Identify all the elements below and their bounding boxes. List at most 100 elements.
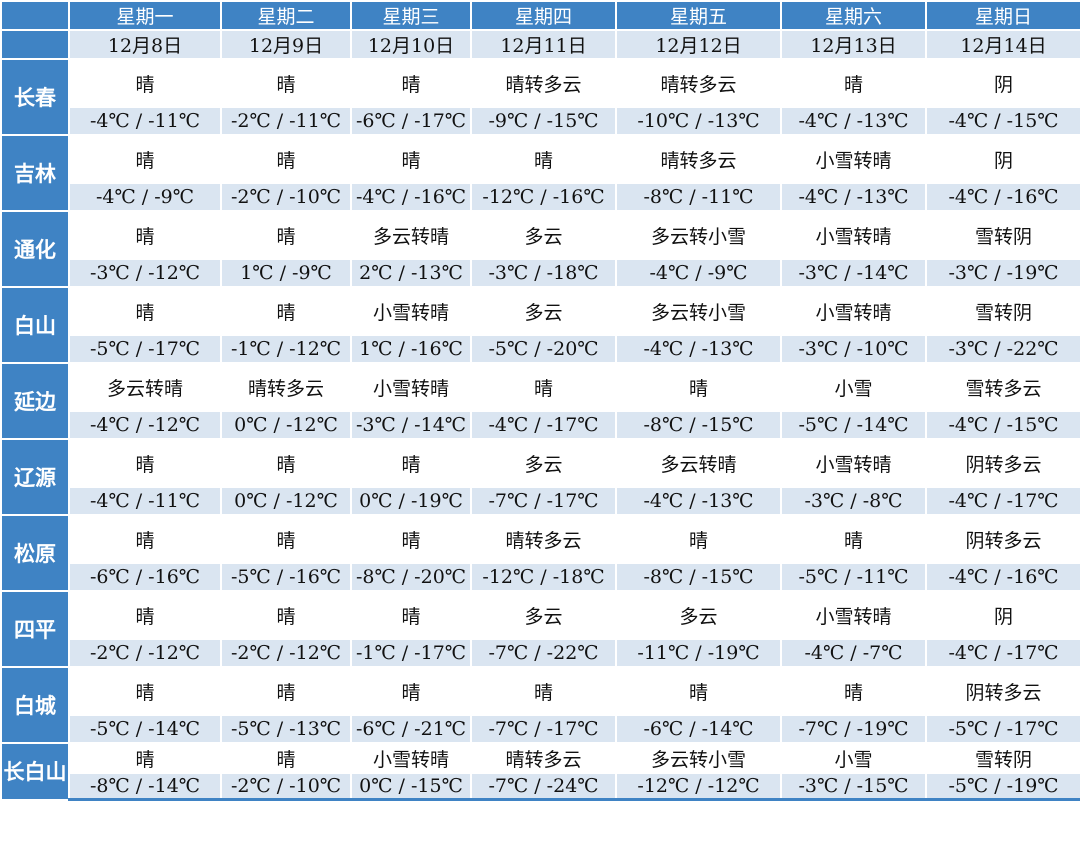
temperature-cell: -6℃ / -17℃: [350, 106, 472, 136]
weather-cell: 小雪: [780, 362, 927, 412]
weather-cell: 小雪转晴: [350, 742, 472, 774]
weather-cell: 阴转多云: [925, 438, 1080, 488]
weather-row: 吉林晴晴晴晴晴转多云 小雪转晴阴: [0, 134, 1080, 212]
weather-cell: 晴: [68, 438, 222, 488]
temperature-row: -8℃ / -14℃ -2℃ / -10℃ 0℃ / -15℃ -7℃ / -24℃ -…: [1, 772, 1080, 801]
weather-cell: 雪转阴: [925, 286, 1080, 336]
temperature-cell: -3℃ / -10℃: [780, 334, 927, 364]
temperature-cell: 0℃ / -12℃: [220, 410, 352, 440]
weather-cell: 晴: [68, 742, 222, 774]
weather-cell: 多云: [615, 590, 782, 640]
weather-cell: 阴转多云: [925, 666, 1080, 716]
city-name: 辽源: [0, 438, 70, 516]
temperature-cell: 2℃ / -13℃: [350, 258, 472, 288]
weather-cell: 晴: [68, 58, 222, 108]
temperature-cell: -5℃ / -19℃: [925, 772, 1080, 801]
weather-cell: 晴转多云: [470, 742, 617, 774]
day-header: 星期一: [68, 0, 222, 31]
weather-cell: 晴: [220, 666, 352, 716]
day-header: 星期三: [350, 0, 472, 31]
temperature-cell: -4℃ / -11℃: [68, 486, 222, 516]
weather-cell: 晴: [68, 590, 222, 640]
date-cell: 12月14日: [925, 29, 1080, 60]
temperature-cell: -3℃ / -22℃: [925, 334, 1080, 364]
weather-cell: 多云: [470, 286, 617, 336]
temperature-cell: -3℃ / -12℃: [68, 258, 222, 288]
weather-cell: 晴: [350, 514, 472, 564]
temperature-cell: 0℃ / -12℃: [220, 486, 352, 516]
temperature-cell: -4℃ / -17℃: [925, 638, 1080, 668]
temperature-cell: -6℃ / -14℃: [615, 714, 782, 744]
temperature-cell: -5℃ / -20℃: [470, 334, 617, 364]
weather-cell: 多云转小雪: [615, 210, 782, 260]
weather-cell: 多云转小雪: [615, 286, 782, 336]
weather-cell: 晴: [350, 134, 472, 184]
temperature-cell: -12℃ / -18℃: [470, 562, 617, 592]
temperature-cell: -4℃ / -16℃: [925, 182, 1080, 212]
weather-cell: 晴: [220, 514, 352, 564]
temperature-cell: -5℃ / -16℃: [220, 562, 352, 592]
weather-cell: 多云转晴: [68, 362, 222, 412]
temperature-cell: -2℃ / -12℃: [220, 638, 352, 668]
temperature-cell: -8℃ / -11℃: [615, 182, 782, 212]
temperature-cell: -3℃ / -14℃: [350, 410, 472, 440]
temperature-cell: -8℃ / -15℃: [615, 410, 782, 440]
weather-cell: 阴: [925, 134, 1080, 184]
weather-forecast-table: 星期一 星期二 星期三 星期四 星期五 星期六 星期日 12月8日 12月9日 12月10日 12月…: [0, 0, 1080, 801]
city-name: 吉林: [0, 134, 70, 212]
temperature-cell: -3℃ / -15℃: [780, 772, 927, 801]
temperature-cell: -4℃ / -11℃: [68, 106, 222, 136]
date-cell: 12月13日: [780, 29, 927, 60]
city-name: 四平: [0, 590, 70, 668]
city-name: 通化: [0, 210, 70, 288]
temperature-cell: -4℃ / -13℃: [780, 182, 927, 212]
temperature-cell: -4℃ / -13℃: [780, 106, 927, 136]
temperature-cell: -8℃ / -20℃: [350, 562, 472, 592]
weather-cell: 晴: [350, 666, 472, 716]
temperature-cell: -3℃ / -18℃: [470, 258, 617, 288]
temperature-cell: -4℃ / -16℃: [925, 562, 1080, 592]
temperature-cell: -2℃ / -10℃: [220, 772, 352, 801]
city-name: 松原: [0, 514, 70, 592]
temperature-cell: -7℃ / -17℃: [470, 714, 617, 744]
temperature-cell: -4℃ / -12℃: [68, 410, 222, 440]
temperature-cell: -12℃ / -16℃: [470, 182, 617, 212]
temperature-cell: -4℃ / -13℃: [615, 334, 782, 364]
temperature-cell: -4℃ / -13℃: [615, 486, 782, 516]
weather-row: 通化晴晴多云转晴 多云 多云转小雪 小雪转晴 雪转阴: [0, 210, 1080, 288]
weather-cell: 多云: [470, 438, 617, 488]
weather-cell: 晴: [780, 666, 927, 716]
corner-cell: [0, 29, 70, 60]
city-name: 白城: [0, 666, 70, 744]
temperature-cell: -8℃ / -15℃: [615, 562, 782, 592]
temperature-cell: -7℃ / -22℃: [470, 638, 617, 668]
temperature-cell: -4℃ / -15℃: [925, 410, 1080, 440]
weather-cell: 晴: [68, 286, 222, 336]
temperature-cell: -5℃ / -14℃: [780, 410, 927, 440]
corner-cell: [0, 0, 70, 31]
weather-row: 延边 多云转晴 晴转多云 小雪转晴晴晴小雪 雪转多云: [0, 362, 1080, 440]
weather-cell: 阴: [925, 590, 1080, 640]
weather-row: 白城晴晴晴晴晴晴阴转多云: [0, 666, 1080, 744]
weather-row: 长春晴晴晴晴转多云 晴转多云晴阴: [0, 58, 1080, 136]
weather-cell: 阴: [925, 58, 1080, 108]
temperature-cell: -2℃ / -10℃: [220, 182, 352, 212]
weather-cell: 晴: [780, 514, 927, 564]
temperature-cell: -5℃ / -17℃: [925, 714, 1080, 744]
day-header: 星期日: [925, 0, 1080, 31]
weather-cell: 晴: [220, 210, 352, 260]
weather-cell: 晴: [68, 514, 222, 564]
weather-cell: 小雪转晴: [780, 438, 927, 488]
temperature-cell: -2℃ / -11℃: [220, 106, 352, 136]
temperature-row: -5℃ / -17℃ -1℃ / -12℃ 1℃ / -16℃ -5℃ / -20℃ -…: [1, 334, 1080, 364]
temperature-cell: -9℃ / -15℃: [470, 106, 617, 136]
weather-cell: 小雪: [780, 742, 927, 774]
temperature-row: -4℃ / -12℃ 0℃ / -12℃ -3℃ / -14℃ -4℃ / -17℃ -…: [1, 410, 1080, 440]
temperature-cell: -3℃ / -14℃: [780, 258, 927, 288]
date-cell: 12月10日: [350, 29, 472, 60]
temperature-cell: -11℃ / -19℃: [615, 638, 782, 668]
weather-cell: 晴: [220, 286, 352, 336]
weather-cell: 雪转阴: [925, 210, 1080, 260]
weather-cell: 晴: [470, 666, 617, 716]
weather-cell: 晴: [220, 742, 352, 774]
